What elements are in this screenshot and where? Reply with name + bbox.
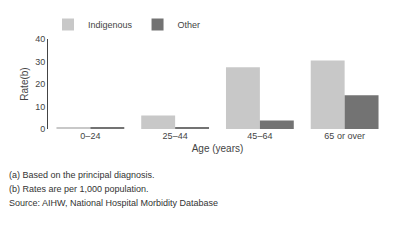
svg-text:25–44: 25–44 (163, 131, 188, 141)
svg-text:0–24: 0–24 (80, 131, 100, 141)
svg-text:65 or over: 65 or over (324, 131, 365, 141)
svg-text:Other: Other (178, 20, 201, 30)
svg-text:10: 10 (35, 102, 45, 112)
svg-text:(a) Based on the principal dia: (a) Based on the principal diagnosis. (9, 170, 155, 180)
svg-text:0: 0 (40, 124, 45, 134)
svg-text:Age (years): Age (years) (192, 143, 244, 154)
svg-text:Rate(b): Rate(b) (19, 67, 30, 100)
svg-text:20: 20 (35, 79, 45, 89)
svg-text:Source: AIHW, National Hospita: Source: AIHW, National Hospital Morbidit… (9, 198, 218, 208)
svg-text:45–64: 45–64 (247, 131, 272, 141)
svg-text:30: 30 (35, 57, 45, 67)
svg-text:40: 40 (35, 34, 45, 44)
svg-text:(b) Rates are per 1,000 popula: (b) Rates are per 1,000 population. (9, 184, 149, 194)
svg-text:Indigenous: Indigenous (88, 20, 133, 30)
